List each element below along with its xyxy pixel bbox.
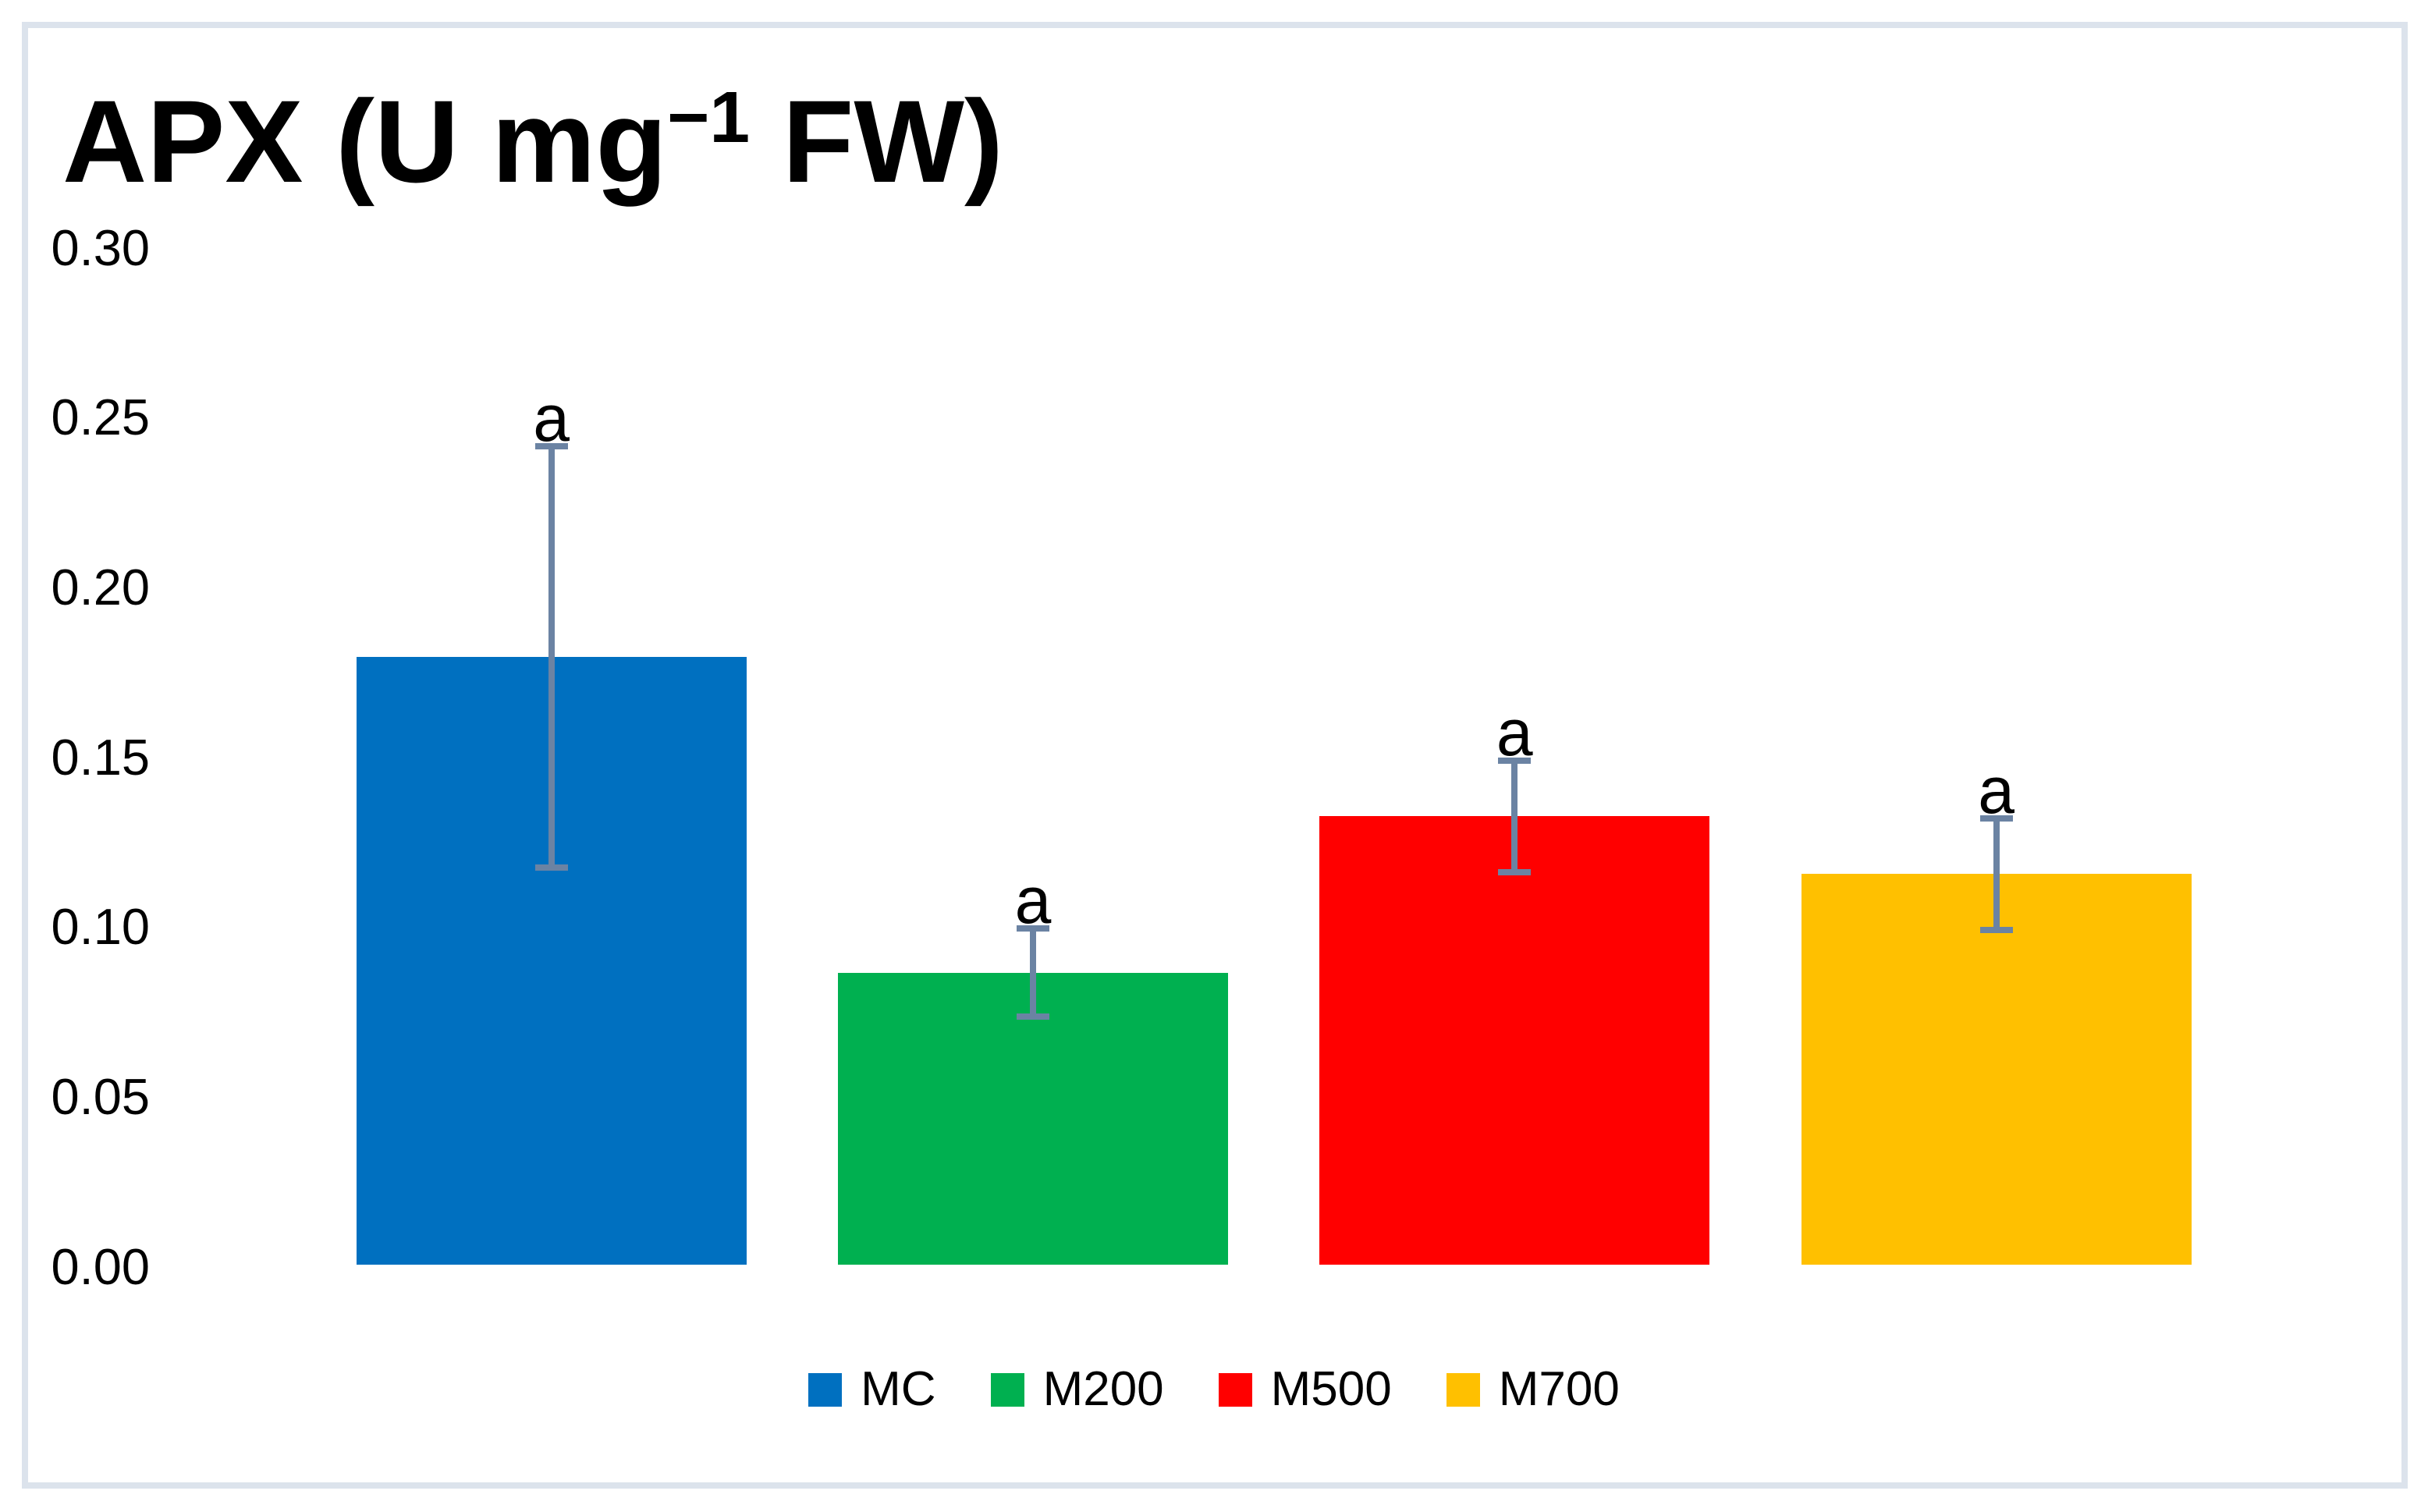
error-bar-cap	[1498, 869, 1532, 876]
legend-item-MC: MC	[808, 1362, 936, 1416]
significance-letter: a	[1014, 864, 1052, 938]
legend-item-M500: M500	[1218, 1362, 1392, 1416]
bar-M700	[1801, 874, 2192, 1265]
legend-marker-icon	[990, 1372, 1024, 1407]
legend-label: M200	[1042, 1362, 1164, 1416]
legend: MC M200 M500 M700	[0, 1362, 2428, 1416]
error-bar-cap	[1016, 1013, 1049, 1020]
chart-title-suffix: FW)	[750, 76, 1003, 207]
legend-label: MC	[861, 1362, 936, 1416]
error-bar-cap	[1979, 927, 2013, 934]
y-tick-label: 0.30	[51, 218, 150, 276]
legend-label: M700	[1498, 1362, 1620, 1416]
error-bar-cap	[534, 442, 568, 449]
error-bar-cap	[1016, 925, 1049, 932]
legend-marker-icon	[808, 1372, 843, 1407]
significance-letter: a	[1978, 753, 2014, 827]
y-tick-label: 0.15	[51, 728, 150, 786]
chart-title: APX (U mg−1 FW)	[62, 81, 1003, 201]
error-bar-cap	[534, 864, 568, 871]
legend-item-M700: M700	[1446, 1362, 1620, 1416]
legend-item-M200: M200	[990, 1362, 1164, 1416]
y-tick-label: 0.10	[51, 898, 150, 956]
error-bar-line	[1029, 928, 1036, 1017]
error-bar-line	[1993, 818, 2000, 931]
chart-title-text: APX (U mg	[62, 76, 668, 207]
y-tick-label: 0.00	[51, 1237, 150, 1295]
y-tick-label: 0.20	[51, 558, 150, 616]
y-tick-label: 0.25	[51, 389, 150, 446]
legend-marker-icon	[1446, 1372, 1480, 1407]
error-bar-line	[1511, 760, 1518, 873]
error-bar-line	[548, 445, 555, 868]
bar-M200	[837, 972, 1228, 1265]
error-bar-cap	[1498, 757, 1532, 764]
significance-letter: a	[1496, 695, 1533, 769]
legend-marker-icon	[1218, 1372, 1252, 1407]
legend-label: M500	[1270, 1362, 1392, 1416]
significance-letter: a	[533, 382, 570, 456]
error-bar-cap	[1979, 815, 2013, 822]
bar-M500	[1319, 816, 1710, 1265]
y-tick-label: 0.05	[51, 1067, 150, 1125]
chart-title-superscript: −1	[667, 76, 751, 158]
